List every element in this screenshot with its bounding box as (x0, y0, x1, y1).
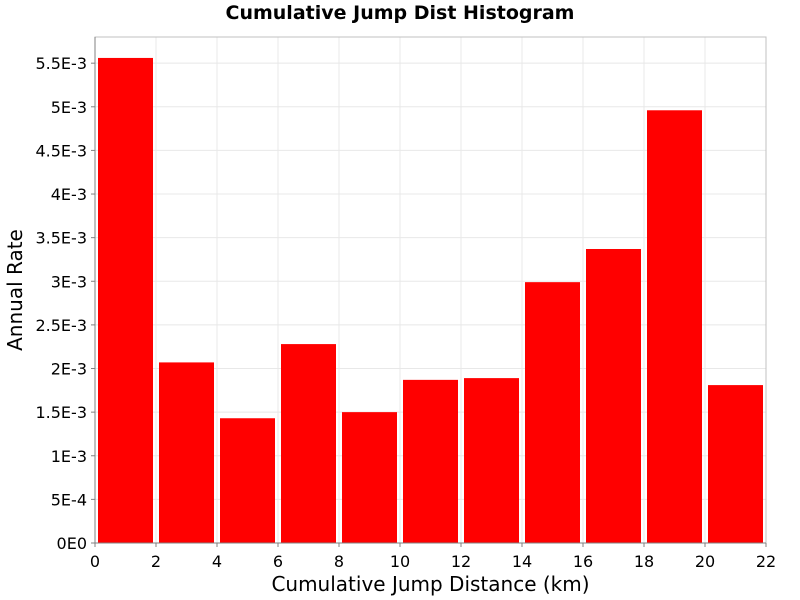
y-tick-label: 2.5E-3 (35, 316, 87, 335)
x-tick-label: 0 (90, 552, 100, 571)
x-tick-label: 20 (695, 552, 715, 571)
histogram-bar (586, 248, 641, 543)
y-tick-label: 3.5E-3 (35, 229, 87, 248)
y-tick-label: 4.5E-3 (35, 141, 87, 160)
x-tick-label: 8 (334, 552, 344, 571)
x-tick-label: 22 (756, 552, 776, 571)
y-axis-title: Annual Rate (3, 229, 27, 351)
y-tick-label: 4E-3 (51, 185, 87, 204)
y-tick-label: 0E0 (57, 534, 87, 553)
y-tick-label: 1E-3 (51, 447, 87, 466)
histogram-bar (525, 282, 580, 543)
y-tick-label: 5E-3 (51, 98, 87, 117)
histogram-bar (281, 344, 336, 543)
y-tick-label: 5E-4 (51, 490, 87, 509)
x-tick-label: 12 (451, 552, 471, 571)
y-tick-label: 2E-3 (51, 360, 87, 379)
histogram-bar (708, 385, 763, 543)
histogram-bar (98, 57, 153, 544)
y-tick-label: 1.5E-3 (35, 403, 87, 422)
histogram-bar (159, 362, 214, 543)
y-tick-label: 5.5E-3 (35, 54, 87, 73)
x-axis-title: Cumulative Jump Distance (km) (271, 572, 589, 596)
x-tick-label: 18 (634, 552, 654, 571)
y-axis-ticks: 0E0 5E-4 1E-3 1.5E-3 2E-3 2.5E-3 3E-3 3.5E-3 4E-… (35, 54, 95, 553)
x-axis-ticks: 0 2 4 6 8 10 12 14 16 18 20 22 (90, 543, 776, 571)
x-tick-label: 10 (390, 552, 410, 571)
bars (98, 57, 763, 544)
y-tick-label: 3E-3 (51, 272, 87, 291)
histogram-bar (220, 418, 275, 543)
histogram-bar (464, 378, 519, 543)
x-tick-label: 2 (151, 552, 161, 571)
x-tick-label: 6 (273, 552, 283, 571)
x-tick-label: 4 (212, 552, 222, 571)
x-tick-label: 16 (573, 552, 593, 571)
chart-title: Cumulative Jump Dist Histogram (225, 2, 575, 24)
histogram-bar (342, 412, 397, 543)
histogram-bar (403, 379, 458, 543)
histogram-bar (647, 110, 702, 543)
x-tick-label: 14 (512, 552, 532, 571)
